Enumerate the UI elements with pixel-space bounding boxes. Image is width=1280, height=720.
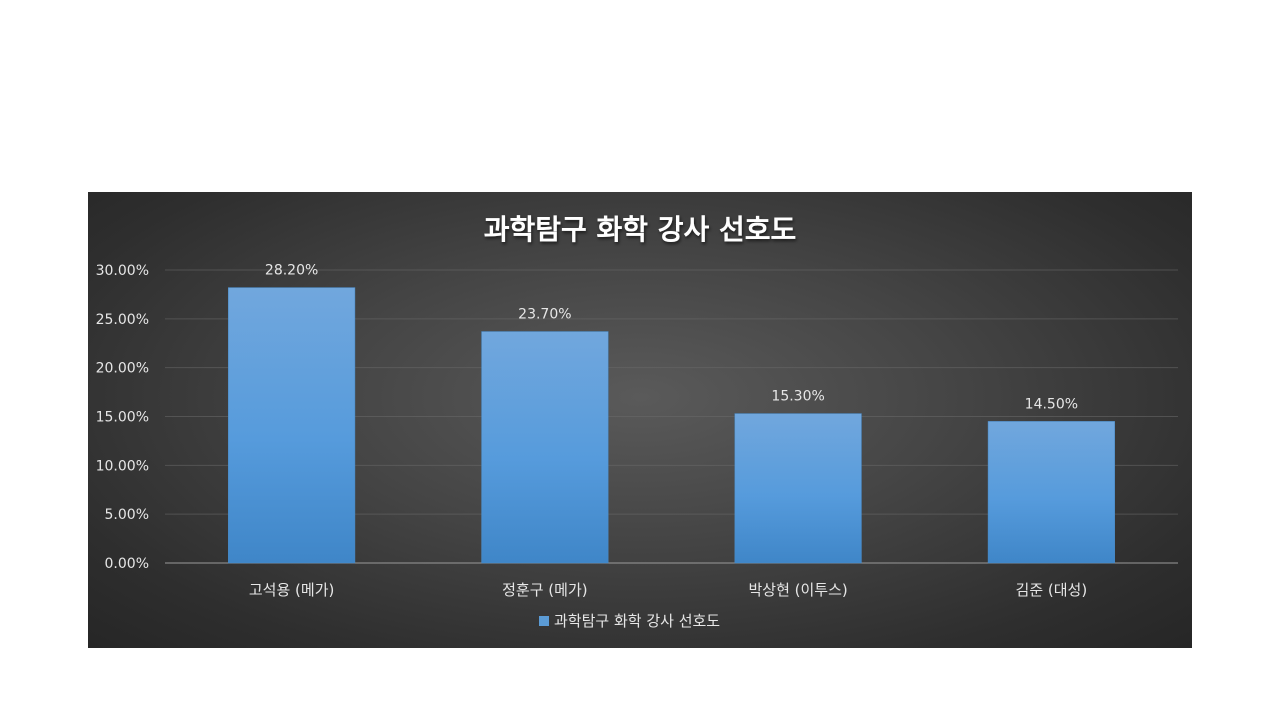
x-category-label: 박상현 (이투스) — [748, 581, 847, 599]
data-labels: 28.20% 23.70% 15.30% 14.50% — [265, 263, 1078, 413]
x-axis-categories: 고석용 (메가) 정훈구 (메가) 박상현 (이투스) 김준 (대성) — [249, 581, 1087, 599]
y-axis-ticks: 0.00% 5.00% 10.00% 15.00% 20.00% 25.00% 30.00% — [96, 263, 149, 572]
bar — [228, 287, 356, 564]
x-category-label: 고석용 (메가) — [249, 581, 334, 599]
bar — [481, 331, 609, 564]
bar — [987, 421, 1115, 564]
chart-panel: 과학탐구 화학 강사 선호도 0.00% 5.00% 10.00% 15.00% 20.… — [88, 192, 1192, 648]
bar — [734, 413, 862, 564]
data-label: 14.50% — [1025, 396, 1078, 412]
bars — [228, 287, 1115, 564]
y-tick-label: 0.00% — [105, 556, 149, 572]
y-tick-label: 25.00% — [96, 312, 149, 328]
legend-label: 과학탐구 화학 강사 선호도 — [554, 612, 720, 630]
chart-title: 과학탐구 화학 강사 선호도 — [484, 213, 797, 246]
data-label: 23.70% — [518, 307, 571, 323]
bar-chart: 과학탐구 화학 강사 선호도 0.00% 5.00% 10.00% 15.00% 20.… — [96, 213, 1178, 630]
legend: 과학탐구 화학 강사 선호도 — [539, 612, 720, 630]
y-tick-label: 10.00% — [96, 458, 149, 474]
data-label: 28.20% — [265, 263, 318, 279]
y-tick-label: 20.00% — [96, 361, 149, 377]
data-label: 15.30% — [771, 389, 824, 405]
x-category-label: 김준 (대성) — [1016, 581, 1088, 599]
y-tick-label: 30.00% — [96, 263, 149, 279]
legend-swatch — [539, 616, 549, 626]
y-tick-label: 5.00% — [105, 507, 149, 523]
y-tick-label: 15.00% — [96, 410, 149, 426]
x-category-label: 정훈구 (메가) — [502, 581, 587, 599]
